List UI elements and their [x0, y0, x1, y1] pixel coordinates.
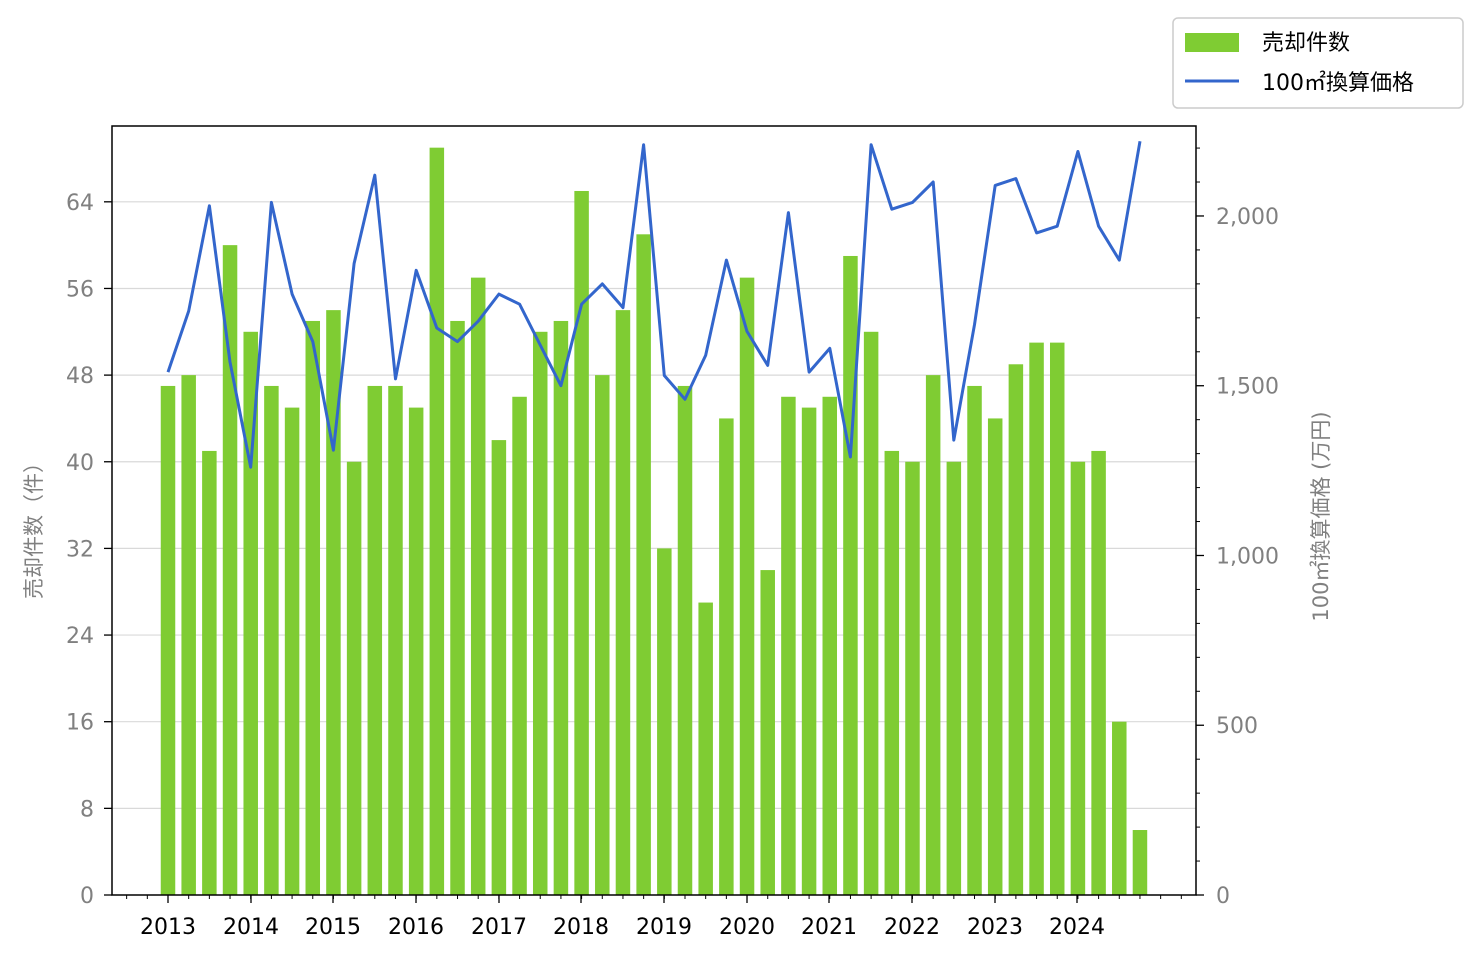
right-tick-label: 0	[1216, 884, 1230, 909]
bar	[925, 375, 941, 895]
left-tick-label: 64	[66, 191, 94, 216]
left-tick-label: 16	[66, 711, 94, 736]
legend-box	[1172, 17, 1464, 109]
right-tick-label: 500	[1216, 714, 1258, 739]
x-tick-label: 2023	[967, 915, 1023, 940]
bar	[408, 407, 424, 895]
x-tick-label: 2020	[719, 915, 775, 940]
bar	[264, 385, 279, 895]
bar	[946, 461, 962, 895]
bar	[905, 461, 920, 895]
bar	[1132, 830, 1148, 895]
bar	[574, 190, 589, 896]
bar	[615, 310, 631, 895]
x-tick-label: 2016	[388, 915, 444, 940]
bar	[284, 407, 300, 895]
bar	[346, 461, 362, 895]
bar	[512, 396, 527, 895]
right-axis: 0 500 1,000 1,500 2,000	[1196, 147, 1279, 909]
bar	[781, 396, 796, 895]
bar	[202, 450, 217, 895]
bar	[553, 320, 569, 895]
left-tick-label: 40	[66, 451, 94, 476]
legend-line-label: 100㎡換算価格	[1262, 70, 1414, 96]
bar	[532, 331, 548, 896]
left-tick-label: 8	[80, 797, 94, 822]
bar	[450, 320, 465, 895]
bar	[677, 385, 693, 895]
bar	[739, 277, 755, 895]
bar	[429, 147, 445, 895]
bar	[595, 375, 610, 895]
bar	[305, 320, 321, 895]
left-tick-label: 24	[66, 624, 94, 649]
bar	[1008, 364, 1024, 895]
right-axis-title: 100㎡換算価格 (万円)	[1309, 411, 1333, 621]
bar	[470, 277, 486, 895]
x-tick-label: 2013	[140, 915, 196, 940]
bar-series	[160, 147, 1148, 896]
right-tick-label: 2,000	[1216, 205, 1279, 230]
legend: 売却件数 100㎡換算価格	[1172, 17, 1464, 109]
bar	[388, 385, 403, 895]
bar	[987, 418, 1003, 895]
bar	[843, 255, 858, 896]
x-tick-label: 2015	[305, 915, 361, 940]
bar	[884, 450, 900, 895]
x-tick-label: 2022	[884, 915, 940, 940]
bar	[1091, 450, 1106, 895]
left-axis-title: 売却件数（件）	[22, 452, 46, 599]
bar	[1112, 721, 1127, 895]
x-tick-label: 2017	[471, 915, 527, 940]
left-tick-label: 32	[66, 537, 94, 562]
x-tick-label: 2019	[636, 915, 692, 940]
bar	[367, 385, 383, 895]
legend-bar-swatch	[1185, 33, 1239, 52]
bar	[863, 331, 879, 896]
bar	[636, 234, 651, 895]
bar	[243, 331, 258, 896]
x-axis: 2013 2014 2015 2016 2017 2018 2019 2020 2021 2022…	[126, 895, 1182, 940]
bar	[326, 310, 341, 895]
right-tick-label: 1,500	[1216, 375, 1279, 400]
right-tick-label: 1,000	[1216, 544, 1279, 569]
price-line	[166, 141, 1142, 469]
x-tick-label: 2024	[1049, 915, 1105, 940]
bar	[822, 396, 838, 895]
bar	[1070, 461, 1086, 895]
bar	[1029, 342, 1044, 895]
left-tick-label: 56	[66, 277, 94, 302]
bar	[657, 548, 672, 895]
plot-frame	[111, 125, 1197, 896]
left-tick-label: 0	[80, 884, 94, 909]
bar	[967, 385, 982, 895]
bar	[491, 440, 507, 895]
left-tick-label: 48	[66, 364, 94, 389]
bar	[181, 375, 196, 895]
bar	[760, 570, 775, 895]
bar	[160, 385, 176, 895]
legend-bar-label: 売却件数	[1262, 31, 1350, 56]
x-tick-label: 2021	[801, 915, 857, 940]
bar	[698, 602, 713, 895]
bar	[719, 418, 734, 895]
bar	[1049, 342, 1065, 895]
bar	[801, 407, 817, 895]
left-axis: 0 8 16 24 32 40 48 56 64	[66, 191, 112, 909]
x-tick-label: 2018	[553, 915, 609, 940]
bar	[222, 245, 238, 895]
x-tick-label: 2014	[223, 915, 279, 940]
line-series	[166, 141, 1142, 469]
